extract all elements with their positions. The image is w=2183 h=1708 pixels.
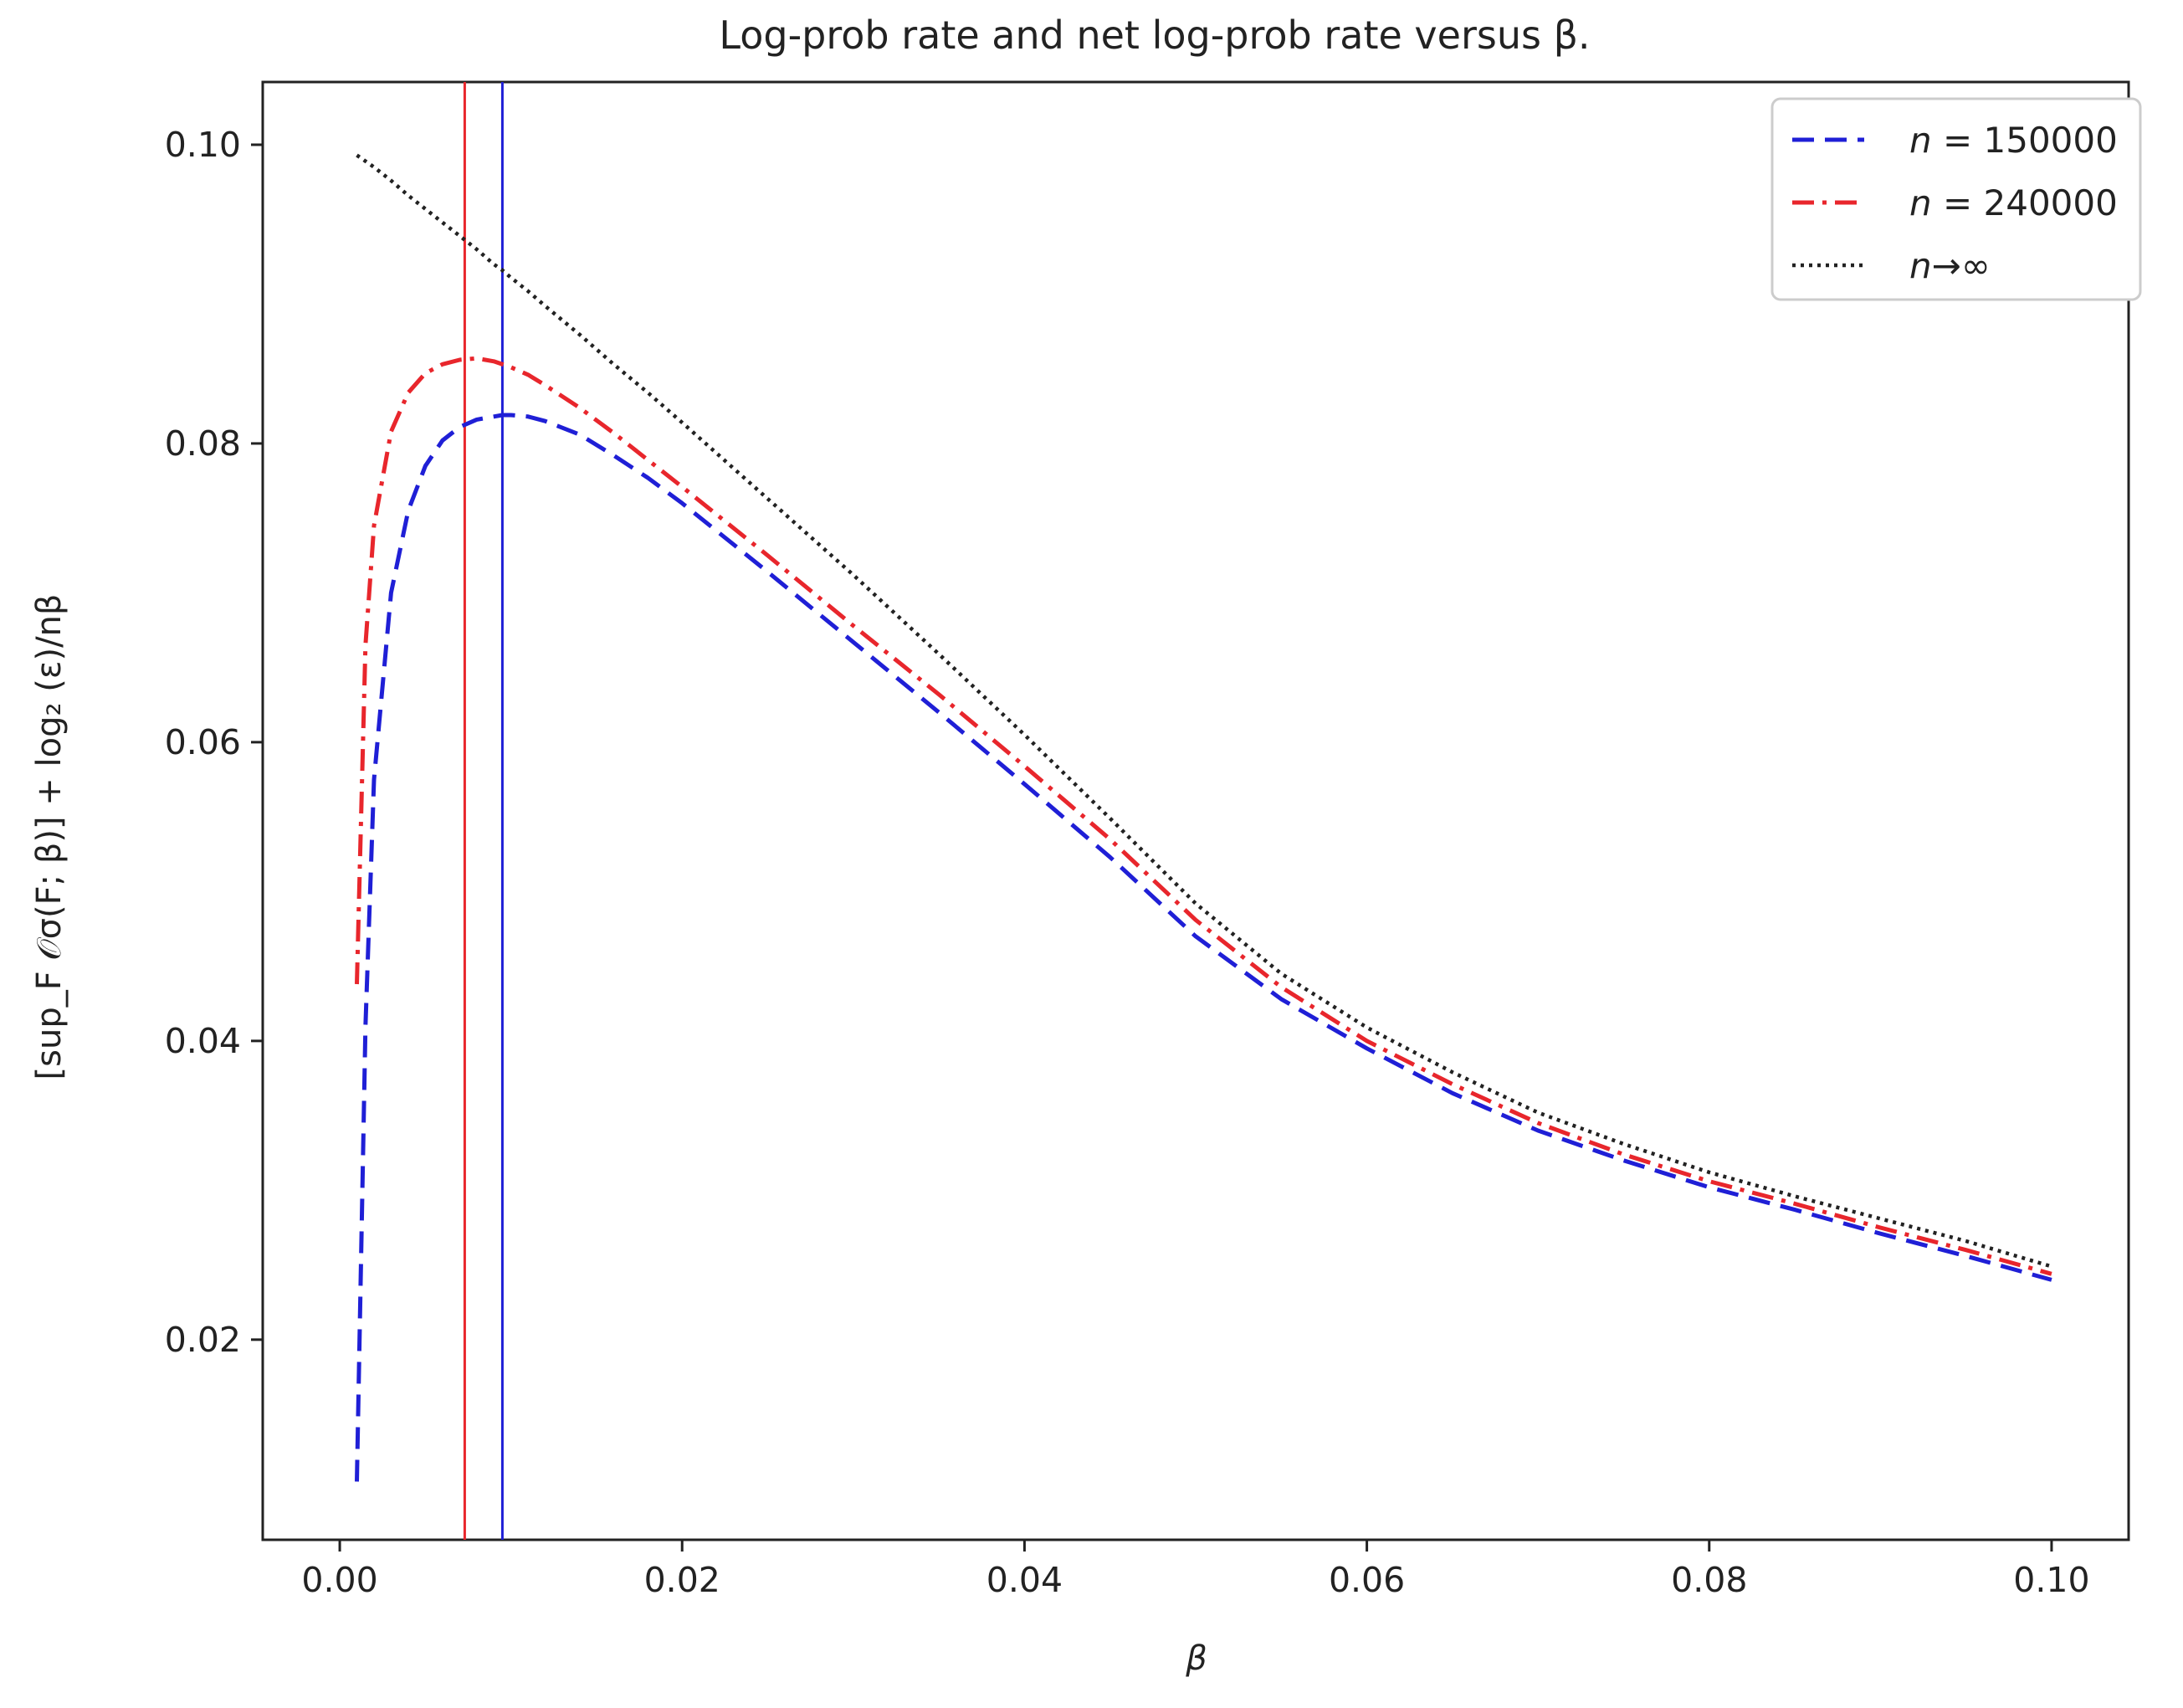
x-tick-label: 0.02	[644, 1560, 720, 1600]
x-tick-label: 0.04	[986, 1560, 1063, 1600]
legend-label-1: n = 240000	[1909, 182, 2118, 223]
x-axis-label: β	[1185, 1639, 1207, 1678]
legend-box	[1770, 97, 2142, 301]
chart-title: Log-prob rate and net log-prob rate vers…	[719, 13, 1590, 58]
y-tick-label: 0.08	[165, 423, 241, 464]
y-axis-ticks: 0.02 0.04 0.06 0.08 0.10	[165, 125, 263, 1360]
legend-label-variable: n	[1909, 245, 1932, 286]
series-line-0	[355, 413, 2052, 1482]
legend-label-2: n→∞	[1909, 245, 1991, 286]
y-tick-label: 0.02	[165, 1320, 241, 1360]
series-line-1	[355, 356, 2052, 1276]
legend-label-value: →∞	[1932, 245, 1991, 286]
y-tick-label: 0.10	[165, 125, 241, 165]
series-line-2	[356, 153, 2052, 1269]
legend-label-variable: n	[1909, 182, 1932, 223]
vertical-lines	[463, 82, 504, 1540]
legend-label-value: = 240000	[1932, 182, 2118, 223]
x-tick-label: 0.08	[1671, 1560, 1747, 1600]
x-tick-label: 0.10	[2013, 1560, 2089, 1600]
x-tick-label: 0.06	[1329, 1560, 1405, 1600]
legend-label-0: n = 150000	[1909, 120, 2118, 161]
x-axis-ticks: 0.00 0.02 0.04 0.06 0.08 0.10	[301, 1540, 2090, 1600]
y-axis-label: [sup_F 𝒪σ(F; β)] + log₂ (ε)/nβ	[30, 594, 69, 1080]
y-tick-label: 0.06	[165, 722, 241, 762]
series-lines	[355, 153, 2052, 1482]
plot-frame	[261, 80, 2130, 1541]
legend-label-variable: n	[1909, 120, 1932, 161]
legend-label-value: = 150000	[1932, 120, 2118, 161]
y-tick-label: 0.04	[165, 1021, 241, 1061]
x-tick-label: 0.00	[301, 1560, 377, 1600]
